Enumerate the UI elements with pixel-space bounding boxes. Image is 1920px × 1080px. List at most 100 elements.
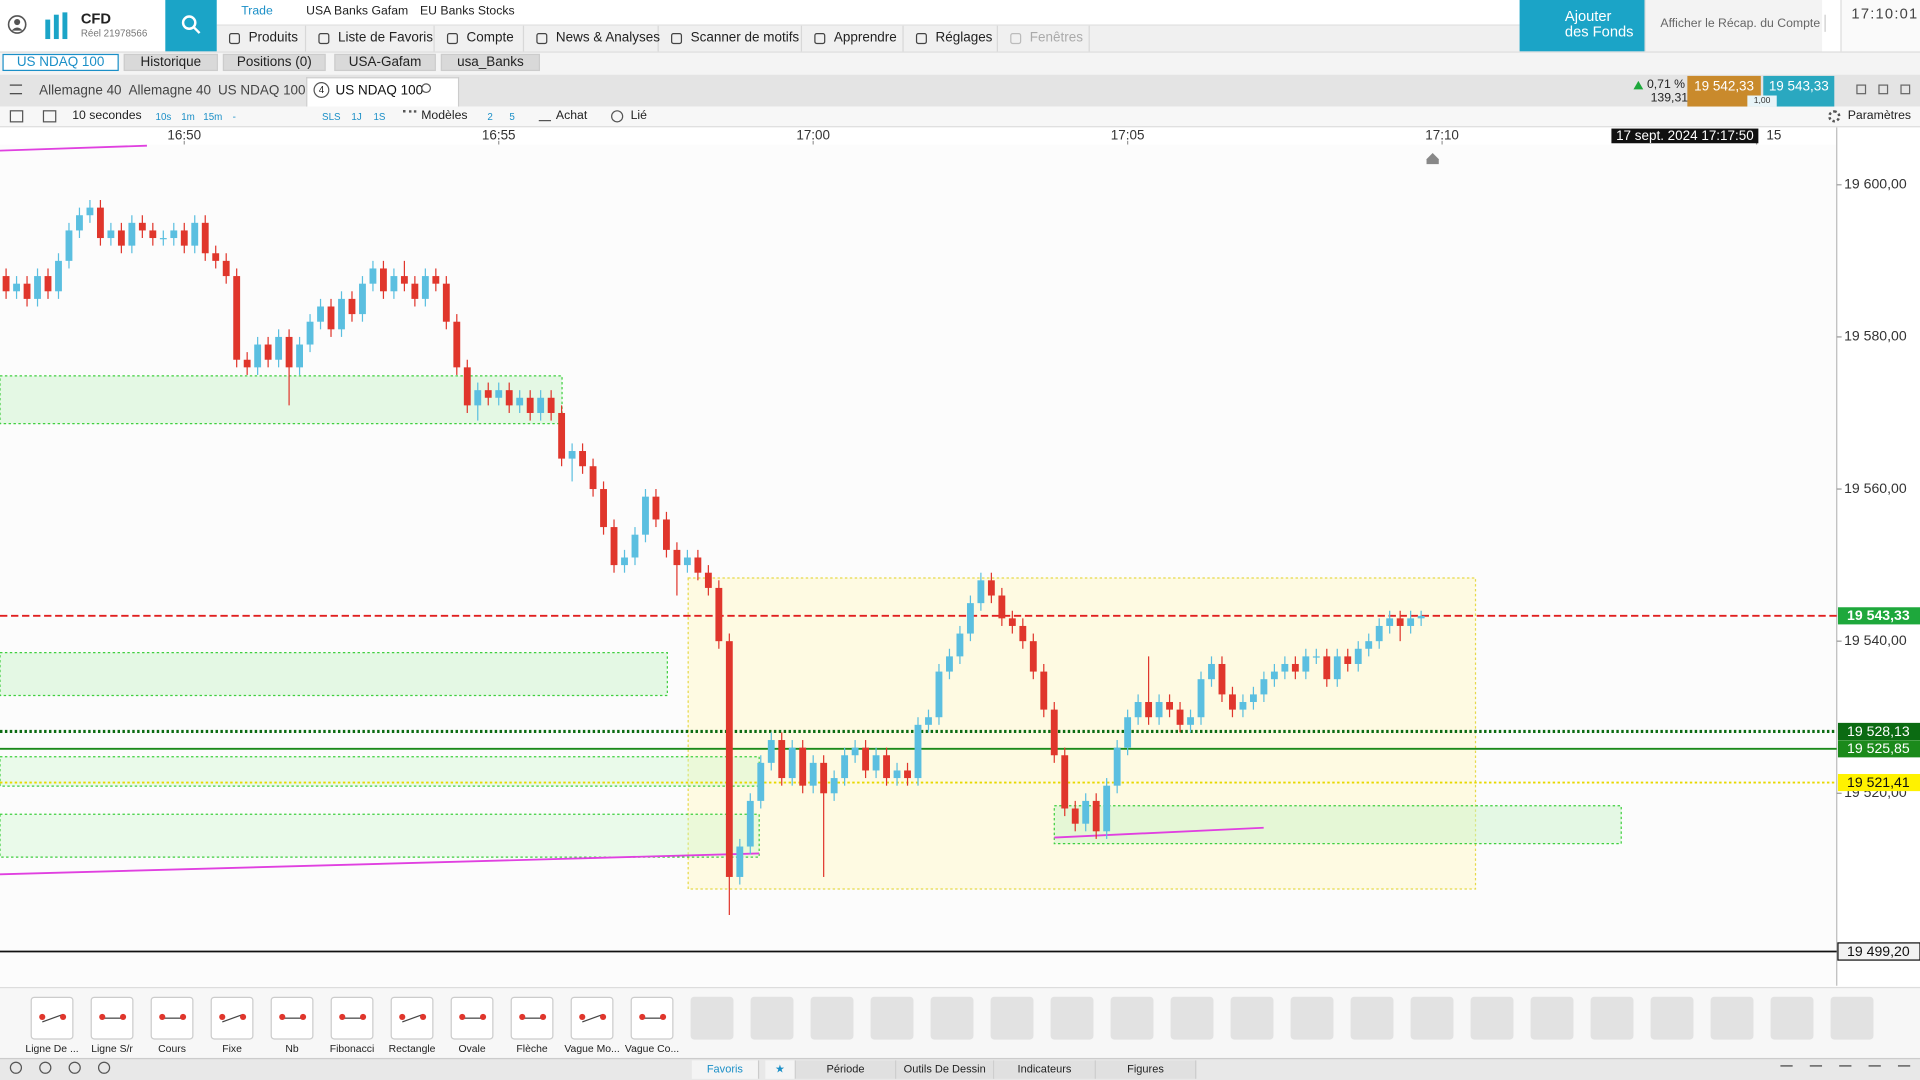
range-button[interactable]: 1m: [181, 111, 195, 123]
top-tab[interactable]: Trade: [241, 4, 273, 19]
buy-button[interactable]: 19 543,33: [1763, 75, 1835, 107]
collapse-arrow[interactable]: [1824, 14, 1839, 32]
sub-tab[interactable]: USA-Gafam: [334, 53, 436, 72]
user-icon[interactable]: [7, 15, 27, 35]
window-icon[interactable]: [1900, 84, 1911, 95]
tool-label: Fixe: [222, 1042, 242, 1055]
chart-tab[interactable]: US NDAQ 100: [335, 83, 424, 98]
period-button[interactable]: 1J: [351, 111, 362, 123]
candle-body: [799, 747, 807, 786]
chart-tab[interactable]: US NDAQ 100: [217, 83, 306, 98]
bottom-tab[interactable]: Figures: [1095, 1060, 1197, 1079]
clock: 17:10:01: [1851, 4, 1919, 23]
tool-glyph-dot: [180, 1013, 187, 1020]
price-axis: [1836, 127, 1920, 986]
add-funds-button[interactable]: [1519, 0, 1645, 52]
settings-icon[interactable]: [1828, 110, 1841, 123]
bottom-tab[interactable]: Favoris: [691, 1060, 760, 1079]
tool-button[interactable]: [330, 996, 374, 1040]
search-button[interactable]: [165, 0, 217, 52]
linked-toggle[interactable]: Lié: [630, 108, 647, 123]
account-number: Réel 21978566: [80, 28, 148, 40]
tool-button[interactable]: [390, 996, 434, 1040]
bottom-tab[interactable]: Période: [795, 1060, 897, 1079]
settings[interactable]: Paramètres: [1847, 108, 1912, 123]
count-button[interactable]: 2: [487, 111, 493, 123]
buy-toggle[interactable]: Achat: [555, 108, 588, 123]
menu-toggle[interactable]: [9, 84, 23, 95]
zoom-icon[interactable]: [1868, 1065, 1881, 1067]
chart-tab[interactable]: Allemagne 40: [39, 83, 122, 98]
range-button[interactable]: 15m: [203, 111, 223, 123]
range-button[interactable]: 10s: [155, 111, 172, 123]
candle-body: [1229, 694, 1236, 710]
range-button[interactable]: -: [232, 111, 236, 123]
tool-button[interactable]: [210, 996, 254, 1040]
zoom-icon[interactable]: [1809, 1065, 1823, 1067]
window-icon[interactable]: [1878, 84, 1889, 95]
sub-tab[interactable]: Positions (0): [222, 53, 326, 72]
menu-item[interactable]: Liste de Favoris: [306, 25, 435, 52]
bottom-icon[interactable]: [39, 1061, 52, 1074]
sub-tab[interactable]: Historique: [123, 53, 218, 72]
tool-button[interactable]: [570, 996, 614, 1040]
interval[interactable]: 10 secondes: [72, 108, 142, 123]
window-icon[interactable]: [1856, 84, 1867, 95]
chart-tab[interactable]: Allemagne 40: [128, 83, 211, 98]
tool-button[interactable]: [150, 996, 194, 1040]
top-tab[interactable]: USA Banks Gafam: [306, 4, 409, 19]
menu-label: Produits: [248, 30, 298, 46]
tool-slot: [1710, 996, 1754, 1040]
active-chart-tab[interactable]: [306, 77, 460, 107]
candle-body: [1029, 641, 1037, 672]
menu-item[interactable]: Scanner de motifs: [659, 25, 803, 52]
menu-label: Scanner de motifs: [690, 30, 800, 46]
bottom-tab[interactable]: Outils De Dessin: [896, 1060, 995, 1079]
candle-body: [432, 276, 440, 284]
menu-item[interactable]: Réglages: [904, 25, 998, 52]
tb-icon[interactable]: [402, 110, 417, 122]
zoom-icon[interactable]: [1780, 1065, 1793, 1067]
tb-icon[interactable]: [9, 110, 24, 123]
bottom-icon[interactable]: [97, 1061, 111, 1074]
menu-item[interactable]: Fenêtres: [998, 25, 1090, 52]
menu-item[interactable]: News & Analyses: [524, 25, 660, 52]
trend-line: [0, 852, 760, 876]
tool-button[interactable]: [510, 996, 554, 1040]
bottom-icon[interactable]: [68, 1061, 81, 1074]
tool-label: Vague Mo...: [564, 1042, 620, 1055]
sub-tab[interactable]: US NDAQ 100: [2, 53, 119, 72]
tb-icon[interactable]: [611, 110, 624, 123]
bottom-tab[interactable]: ★: [765, 1060, 796, 1079]
account-summary[interactable]: Afficher le Récap. du Compte: [1660, 17, 1821, 31]
menu-item[interactable]: Produits: [217, 25, 307, 52]
period-button[interactable]: SLS: [322, 111, 341, 123]
period-button[interactable]: 1S: [373, 111, 386, 123]
tool-button[interactable]: [630, 996, 674, 1040]
tab-search[interactable]: [421, 83, 432, 94]
sub-tab[interactable]: usa_Banks: [440, 53, 540, 72]
zoom-icon[interactable]: [1839, 1065, 1852, 1067]
chart-toolbar: [0, 106, 1920, 128]
tool-button[interactable]: [90, 996, 134, 1040]
tool-button[interactable]: [450, 996, 494, 1040]
models[interactable]: Modèles: [421, 108, 468, 123]
tool-button[interactable]: [270, 996, 314, 1040]
menu-item[interactable]: Compte: [435, 25, 525, 52]
add-funds-label[interactable]: Ajouter des Fonds: [1564, 7, 1634, 41]
tool-label: Flèche: [516, 1042, 548, 1055]
tool-button[interactable]: [30, 996, 74, 1040]
tb-icon[interactable]: [42, 110, 57, 123]
bottom-tab[interactable]: Indicateurs: [994, 1060, 1096, 1079]
top-tab[interactable]: EU Banks Stocks: [420, 4, 515, 19]
menu-label: Apprendre: [833, 30, 897, 46]
menu-item[interactable]: Apprendre: [802, 25, 904, 52]
menu-icon: [915, 33, 927, 45]
trade-size[interactable]: 1,00: [1747, 95, 1777, 107]
zoom-icon[interactable]: [1897, 1065, 1911, 1067]
summary-panel[interactable]: [1644, 0, 1823, 52]
candle-body: [296, 344, 303, 368]
count-button[interactable]: 5: [509, 111, 515, 123]
bottom-icon[interactable]: [9, 1061, 23, 1074]
tb-icon[interactable]: [538, 111, 552, 122]
